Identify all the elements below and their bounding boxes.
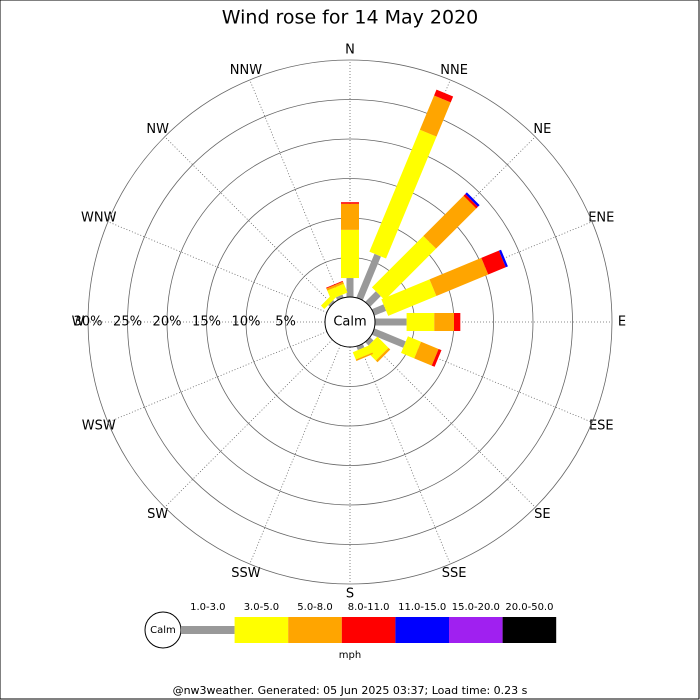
direction-label: S (346, 587, 354, 602)
legend-unit: mph (339, 650, 361, 661)
legend-label: 5.0-8.0 (297, 602, 332, 613)
bar-segment (356, 343, 365, 351)
legend-label: 20.0-50.0 (505, 602, 553, 613)
bar-segment (356, 253, 381, 301)
legend-swatch (449, 617, 503, 643)
bar-segment (381, 279, 437, 316)
r-tick-label: 15% (192, 315, 221, 330)
direction-label: ENE (588, 210, 614, 225)
bar-segment (374, 318, 407, 326)
legend-label: 8.0-11.0 (348, 602, 390, 613)
legend-swatch (234, 617, 289, 643)
bar-segment (365, 337, 374, 346)
bar-segment (327, 283, 348, 300)
bar-segment (371, 304, 387, 316)
bar-segment (352, 345, 373, 360)
bar-segment (369, 129, 437, 259)
bar-segment (463, 194, 478, 209)
direction-label: NNW (230, 63, 262, 78)
bar-segment (346, 278, 354, 297)
ring (206, 178, 494, 466)
legend-label: 3.0-5.0 (244, 602, 279, 613)
bar-segment (423, 195, 477, 249)
bar-segment (341, 203, 359, 230)
direction-label: ESE (589, 419, 614, 434)
bar-segment (371, 235, 437, 301)
bar-segment (328, 300, 335, 307)
bar-segment (401, 336, 422, 359)
bar-segment (453, 313, 461, 331)
r-tick-label: 5% (275, 315, 296, 330)
legend-swatch (502, 617, 557, 643)
direction-label: NE (533, 122, 551, 137)
bar-segment (434, 313, 454, 331)
bar-segment (434, 89, 454, 103)
calm-circle (324, 296, 376, 348)
direction-label: W (72, 315, 85, 330)
r-tick-label: 25% (113, 315, 142, 330)
chart-title: Wind rose for 14 May 2020 (222, 7, 479, 29)
legend-label: 15.0-20.0 (452, 602, 500, 613)
direction-label: WNW (81, 210, 117, 225)
calm-label: Calm (333, 315, 366, 330)
legend-label: 11.0-15.0 (398, 602, 446, 613)
r-tick-label: 10% (232, 315, 261, 330)
ring (166, 138, 534, 506)
bar-segment (498, 249, 508, 268)
bar-segment (365, 291, 381, 307)
direction-label: SW (147, 507, 168, 522)
bar-segment (326, 280, 344, 289)
direction-label: WSW (82, 419, 116, 434)
bar-segment (431, 348, 442, 367)
direction-label: NW (146, 122, 169, 137)
legend-swatch (395, 617, 449, 643)
legend-swatch (181, 626, 235, 634)
bar-segment (341, 202, 359, 204)
legend-swatch (288, 617, 342, 643)
bar-segment (335, 294, 344, 301)
bar-segment (371, 328, 406, 348)
bar-segment (355, 352, 374, 361)
r-tick-label: 20% (153, 315, 182, 330)
direction-label: N (345, 43, 355, 58)
legend-calm-label: Calm (150, 625, 176, 636)
bar-segment (341, 229, 359, 279)
bar-segment (481, 250, 506, 275)
footer: @nw3weather. Generated: 05 Jun 2025 03:3… (173, 684, 528, 697)
ring (127, 99, 573, 545)
legend-label: 1.0-3.0 (190, 602, 225, 613)
direction-label: E (618, 315, 626, 330)
legend-swatch (341, 617, 396, 643)
bar-segment (406, 313, 435, 331)
bar-segment (414, 341, 439, 366)
bar-segment (326, 281, 344, 291)
bar-segment (465, 192, 480, 207)
direction-label: NNE (440, 63, 468, 78)
bar-segment (429, 257, 489, 296)
r-tick-label: 30% (74, 315, 103, 330)
bar-segment (375, 347, 391, 363)
bar-segment (419, 95, 451, 137)
direction-label: SSE (442, 566, 467, 581)
ring (87, 59, 613, 585)
direction-label: SSW (231, 566, 261, 581)
direction-label: SE (534, 507, 550, 522)
